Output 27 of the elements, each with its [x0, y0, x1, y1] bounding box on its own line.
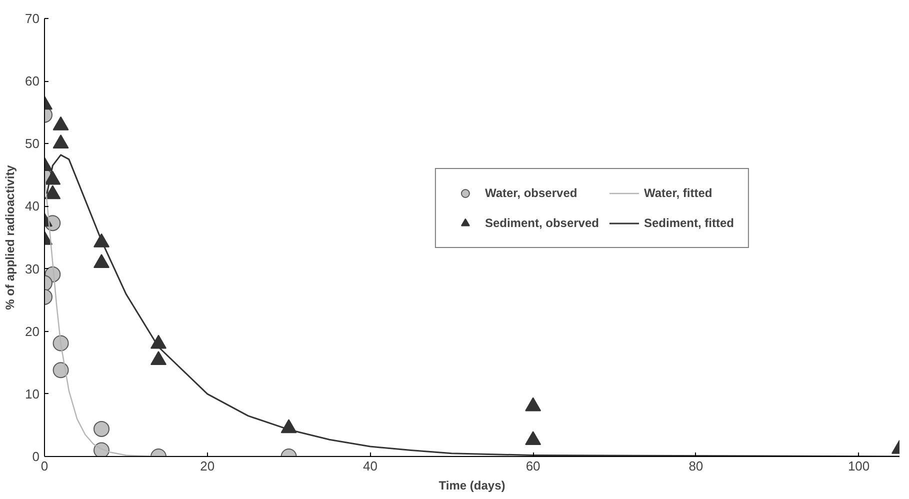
x-tick-label: 60 — [526, 458, 540, 474]
legend-label: Water, fitted — [644, 186, 712, 200]
point — [52, 134, 69, 148]
point — [525, 397, 542, 412]
point — [94, 254, 110, 268]
point — [150, 350, 166, 365]
x-axis-title: Time (days) — [438, 478, 506, 492]
legend-label: Sediment, fitted — [644, 216, 734, 230]
point — [52, 116, 69, 130]
y-tick-label: 10 — [25, 386, 40, 402]
point — [44, 185, 61, 200]
x-tick-label: 100 — [848, 458, 870, 474]
x-tick-label: 80 — [688, 458, 704, 474]
y-tick-label: 0 — [32, 449, 40, 464]
x-tick-label: 40 — [362, 458, 378, 474]
y-tick-label: 40 — [25, 198, 40, 214]
y-tick-label: 60 — [25, 74, 40, 89]
y-tick-label: 50 — [25, 136, 40, 152]
legend-label: Sediment, observed — [484, 216, 599, 230]
y-tick-label: 70 — [25, 11, 40, 26]
point — [525, 431, 542, 446]
x-tick-label: 20 — [200, 458, 215, 474]
y-tick-label: 20 — [25, 324, 40, 339]
point — [94, 442, 110, 456]
legend-label: Water, observed — [484, 186, 578, 200]
y-axis-title: % of applied radioactivity — [3, 164, 18, 310]
y-tick-label: 30 — [25, 261, 40, 276]
